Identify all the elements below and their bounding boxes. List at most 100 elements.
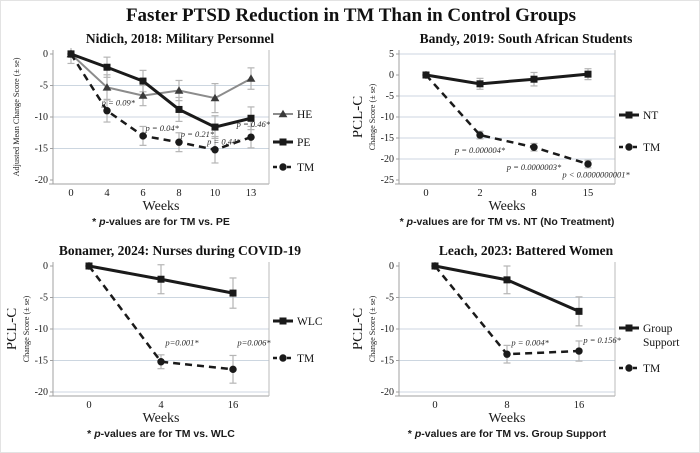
legend-item-tm: TM (273, 162, 314, 174)
circle-marker (211, 146, 219, 154)
x-tick-label: 0 (68, 188, 73, 199)
circle-marker (530, 143, 538, 151)
p-value-annotations: p = 0.09* p = 0.04*p = 0.21*p = 0.44* p = … (101, 98, 271, 147)
legend-label: Group (643, 323, 673, 335)
footnote-italic-p: p (99, 216, 106, 228)
x-tick-label: 13 (246, 188, 257, 199)
y-tick-label: -15 (35, 356, 48, 367)
y-tick-label: -20 (35, 387, 48, 398)
legend: WLC TM (273, 316, 323, 365)
circle-marker (625, 143, 633, 151)
y-tick-label: -10 (381, 324, 394, 335)
footnote-italic-p: p (94, 428, 101, 440)
x-axis-ticks: 0 4 6 8 10 13 (68, 188, 256, 199)
legend-label: TM (297, 353, 314, 365)
chart-panel-bandy-2019: Bandy, 2019: South African Students 5 0 -5… (353, 31, 698, 239)
footnote-rest: -values are for TM vs. PE (105, 216, 230, 228)
p-value-annotation: p=0.006* (236, 337, 271, 347)
chart-footnote: * p-values are for TM vs. WLC (7, 428, 315, 440)
square-marker (103, 63, 111, 71)
series-line (425, 72, 589, 86)
gridlines (53, 85, 269, 149)
chart-plot-leach: 0 -5 -10 -15 -20 0 8 16 PCL-C Change Score (± se)… (353, 261, 680, 411)
circle-marker (575, 347, 583, 355)
x-tick-label: 8 (531, 188, 536, 199)
series-tm (422, 71, 592, 168)
y-tick-label: 0 (389, 70, 394, 81)
series-tm (85, 262, 237, 374)
circle-marker (476, 131, 484, 139)
square-marker (229, 289, 237, 297)
circle-marker (103, 107, 111, 115)
chart-title: Bandy, 2019: South African Students (419, 31, 633, 46)
x-tick-label: 0 (423, 188, 428, 199)
circle-marker (625, 364, 633, 372)
square-marker (279, 317, 287, 325)
legend-item-he: HE (273, 109, 312, 121)
series-pe (67, 50, 255, 131)
square-marker (211, 123, 219, 131)
y-axis-label-secondary: Change Score (± se) (368, 83, 377, 150)
y-tick-label: -25 (381, 175, 394, 186)
y-axis-ticks: 0 -5 -10 -15 -20 (381, 261, 399, 398)
p-value-annotation: p = 0.44* (206, 137, 241, 147)
square-marker (625, 324, 633, 332)
x-axis-ticks: 0 8 16 (432, 400, 584, 411)
square-marker (279, 138, 287, 146)
y-tick-label: 0 (43, 261, 48, 272)
y-tick-label: -5 (386, 293, 394, 304)
x-tick-label: 4 (104, 188, 110, 199)
chart-plot-nidich: 0 -5 -10 -15 -20 0 4 6 8 10 13 Adjusted Mean Change… (12, 48, 314, 199)
triangle-marker (174, 86, 184, 94)
y-axis-label-primary: PCL-C (353, 96, 366, 139)
chart-footnote: * p-values are for TM vs. Group Support (353, 428, 661, 440)
series-line (425, 74, 589, 166)
gridlines (399, 53, 615, 160)
footnote-rest: -values are for TM vs. NT (No Treatment) (413, 216, 615, 228)
y-tick-label: -20 (381, 154, 394, 165)
y-tick-label: 0 (43, 49, 48, 60)
legend-item-pe: PE (273, 137, 310, 149)
legend: HE PE TM (273, 109, 314, 174)
x-tick-label: 8 (504, 400, 509, 411)
legend-item-nt: NT (619, 110, 658, 122)
x-tick-label: 10 (210, 188, 221, 199)
x-tick-label: 16 (574, 400, 585, 411)
p-value-annotation: p = 0.09* (101, 98, 136, 108)
p-value-annotations: p=0.001* p=0.006* (164, 337, 271, 347)
x-tick-label: 16 (228, 400, 239, 411)
footnote-italic-p: p (414, 428, 422, 440)
y-axis-label-secondary: Change Score (± se) (368, 295, 377, 362)
chart-plot-bonamer: 0 -5 -10 -15 -20 0 4 16 PCL-C Change Score (± se)… (7, 261, 323, 411)
series-tm (67, 50, 255, 154)
legend: Group Support TM (619, 323, 680, 375)
circle-marker (503, 350, 511, 358)
x-tick-label: 4 (158, 400, 164, 411)
footnote-prefix: * (407, 428, 415, 440)
y-axis-ticks: 0 -5 -10 -15 -20 (35, 261, 53, 398)
p-value-annotation: p = 0.156* (582, 335, 621, 345)
circle-marker (247, 133, 255, 141)
chart-panel-nidich-2018: Nidich, 2018: Military Personnel 0 -5 -10 -… (7, 31, 352, 239)
y-tick-label: -20 (35, 175, 48, 186)
p-value-annotation: p=0.001* (164, 337, 199, 347)
legend: NT TM (619, 110, 660, 154)
x-tick-label: 6 (140, 188, 145, 199)
legend-item-tm: TM (273, 353, 314, 365)
series-tm (431, 262, 583, 358)
triangle-marker (278, 109, 288, 118)
square-marker (584, 70, 592, 78)
chart-title: Bonamer, 2024: Nurses during COVID-19 (58, 243, 302, 258)
square-marker (139, 77, 147, 85)
y-tick-label: -20 (381, 387, 394, 398)
y-tick-label: -5 (40, 81, 48, 92)
triangle-marker (210, 93, 220, 102)
series-line (70, 52, 252, 129)
y-axis-ticks: 5 0 -5 -10 -15 -20 -25 (381, 49, 399, 186)
x-tick-label: 2 (477, 188, 482, 199)
legend-item-group-support: Group Support (619, 323, 680, 349)
p-value-annotation: p = 0.04* (145, 123, 180, 133)
y-axis-label-secondary: Change Score (± se) (22, 295, 31, 362)
x-tick-label: 0 (86, 400, 91, 411)
